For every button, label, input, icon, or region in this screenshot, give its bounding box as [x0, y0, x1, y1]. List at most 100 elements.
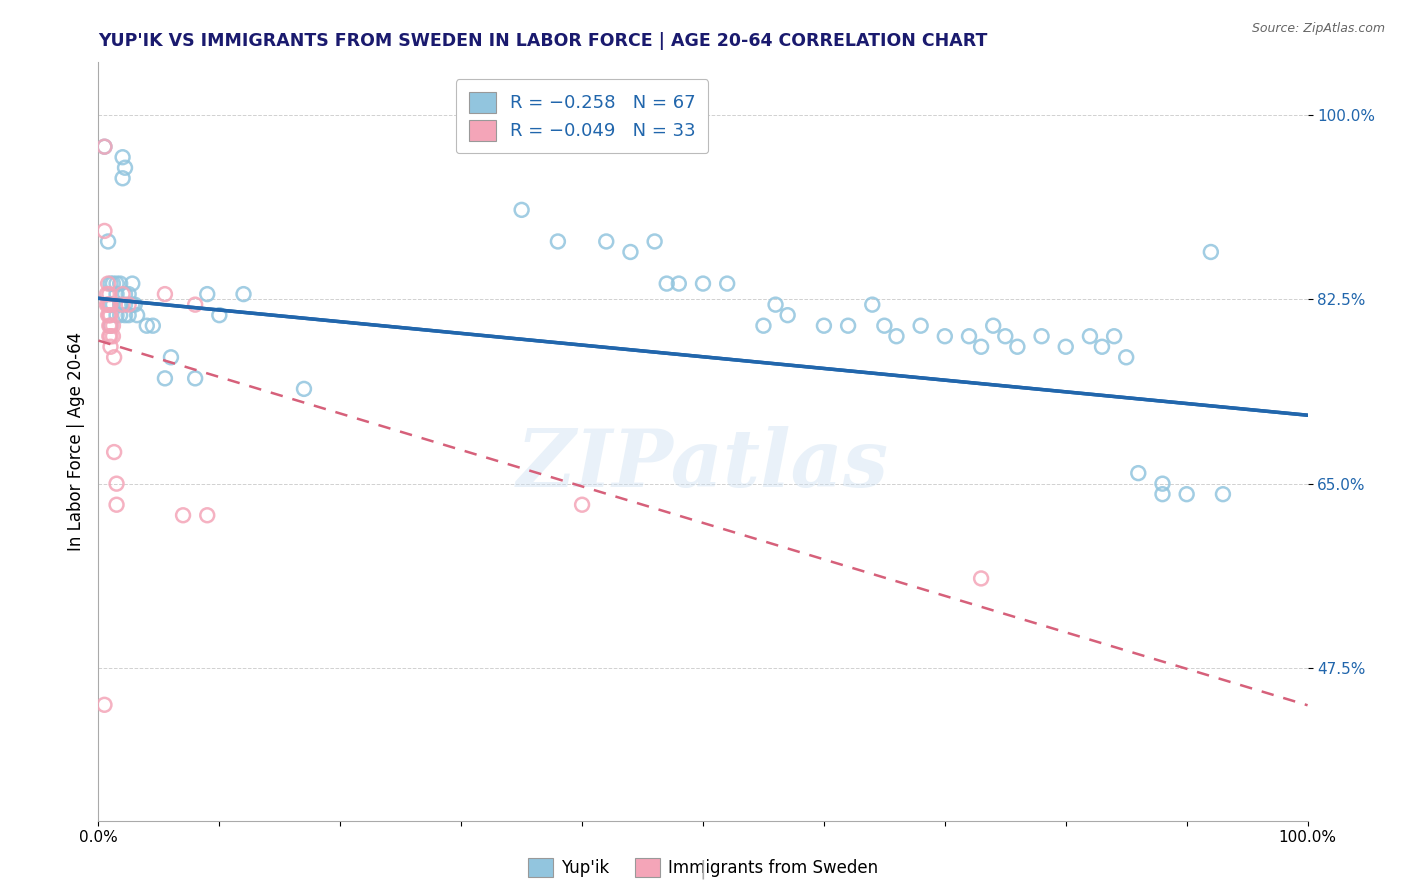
Point	[111, 150, 134, 164]
Point	[97, 235, 120, 249]
Point	[101, 298, 124, 312]
Point	[668, 277, 690, 291]
Point	[981, 318, 1004, 333]
Text: ZIPatlas: ZIPatlas	[517, 425, 889, 503]
Point	[108, 308, 131, 322]
Legend: Yup'ik, Immigrants from Sweden: Yup'ik, Immigrants from Sweden	[522, 851, 884, 884]
Point	[111, 298, 134, 312]
Point	[547, 235, 569, 249]
Text: Source: ZipAtlas.com: Source: ZipAtlas.com	[1251, 22, 1385, 36]
Point	[269, 866, 291, 880]
Point	[692, 277, 714, 291]
Point	[108, 298, 131, 312]
Point	[101, 277, 124, 291]
Point	[97, 308, 120, 322]
Point	[118, 308, 141, 322]
Point	[153, 371, 176, 385]
Point	[127, 308, 149, 322]
Point	[97, 277, 120, 291]
Text: |: |	[700, 860, 706, 880]
Point	[208, 308, 231, 322]
Point	[98, 308, 121, 322]
Point	[776, 308, 799, 322]
Point	[100, 318, 122, 333]
Point	[100, 340, 122, 354]
Point	[105, 498, 128, 512]
Point	[195, 508, 218, 523]
Point	[111, 171, 134, 186]
Point	[100, 308, 122, 322]
Point	[105, 308, 128, 322]
Point	[97, 298, 120, 312]
Point	[860, 298, 883, 312]
Point	[93, 698, 115, 712]
Point	[292, 382, 315, 396]
Point	[98, 298, 121, 312]
Point	[232, 287, 254, 301]
Point	[105, 287, 128, 301]
Point	[111, 287, 134, 301]
Point	[100, 298, 122, 312]
Point	[571, 498, 593, 512]
Point	[970, 571, 993, 585]
Point	[105, 277, 128, 291]
Point	[160, 351, 183, 365]
Point	[121, 277, 143, 291]
Point	[934, 329, 956, 343]
Point	[886, 329, 908, 343]
Legend: R = −0.258   N = 67, R = −0.049   N = 33: R = −0.258 N = 67, R = −0.049 N = 33	[456, 79, 709, 153]
Point	[101, 329, 124, 343]
Point	[1152, 476, 1174, 491]
Point	[765, 298, 787, 312]
Point	[957, 329, 980, 343]
Point	[98, 329, 121, 343]
Point	[98, 287, 121, 301]
Point	[1054, 340, 1077, 354]
Point	[813, 318, 835, 333]
Point	[595, 235, 617, 249]
Point	[103, 351, 125, 365]
Point	[114, 298, 136, 312]
Point	[124, 298, 146, 312]
Y-axis label: In Labor Force | Age 20-64: In Labor Force | Age 20-64	[66, 332, 84, 551]
Point	[100, 277, 122, 291]
Point	[96, 287, 118, 301]
Point	[118, 287, 141, 301]
Point	[1199, 244, 1222, 259]
Point	[837, 318, 859, 333]
Point	[118, 298, 141, 312]
Point	[970, 340, 993, 354]
Point	[1091, 340, 1114, 354]
Point	[114, 287, 136, 301]
Point	[873, 318, 896, 333]
Point	[994, 329, 1017, 343]
Point	[100, 329, 122, 343]
Point	[1212, 487, 1234, 501]
Point	[1078, 329, 1101, 343]
Point	[1175, 487, 1198, 501]
Point	[96, 298, 118, 312]
Point	[103, 445, 125, 459]
Point	[121, 298, 143, 312]
Point	[716, 277, 738, 291]
Point	[172, 508, 194, 523]
Point	[1128, 466, 1150, 480]
Point	[184, 298, 207, 312]
Point	[184, 371, 207, 385]
Point	[619, 244, 641, 259]
Point	[910, 318, 932, 333]
Point	[105, 476, 128, 491]
Point	[100, 318, 122, 333]
Point	[1115, 351, 1137, 365]
Point	[108, 277, 131, 291]
Point	[655, 277, 678, 291]
Point	[93, 224, 115, 238]
Point	[93, 139, 115, 153]
Point	[1152, 487, 1174, 501]
Point	[644, 235, 666, 249]
Point	[114, 308, 136, 322]
Text: YUP'IK VS IMMIGRANTS FROM SWEDEN IN LABOR FORCE | AGE 20-64 CORRELATION CHART: YUP'IK VS IMMIGRANTS FROM SWEDEN IN LABO…	[98, 32, 988, 50]
Point	[153, 287, 176, 301]
Point	[93, 139, 115, 153]
Point	[1102, 329, 1125, 343]
